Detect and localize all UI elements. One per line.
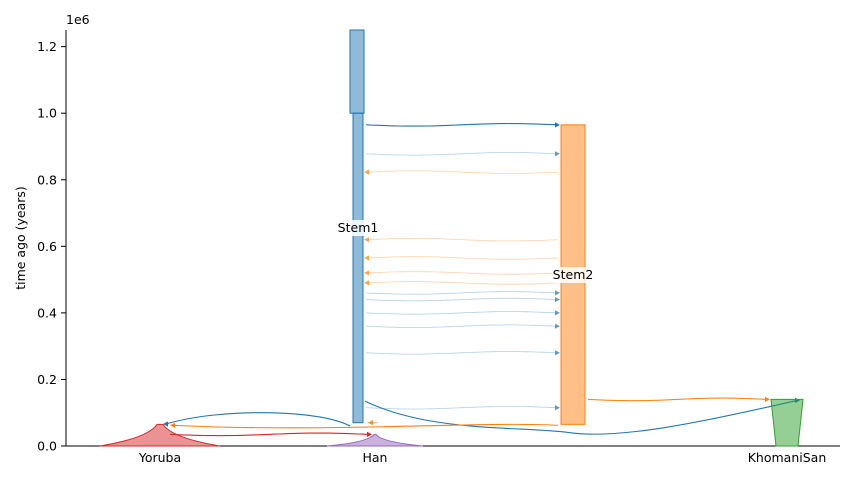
deme-yoruba — [99, 423, 221, 447]
deme-stem1-ancestral — [349, 29, 365, 114]
y-tick-label: 0.0 — [37, 439, 57, 454]
migration-arrowhead — [555, 290, 560, 296]
y-offset-label: 1e6 — [66, 12, 90, 27]
migration-stem2-stem1 — [366, 170, 559, 174]
y-tick-label: 0.4 — [37, 305, 57, 320]
migration-arrowhead — [555, 405, 560, 411]
migration-arrowhead — [368, 420, 373, 426]
migration-stem1-stem2 — [365, 324, 558, 328]
labels: Stem1 Stem2 Yoruba Han KhomaniSan — [138, 220, 826, 465]
label-stem1-bg — [337, 220, 379, 236]
demes — [99, 29, 804, 447]
migration-arrowhead — [555, 310, 560, 316]
migration-stem2-stem1 — [366, 238, 559, 242]
migration-stem2-stem1 — [366, 256, 559, 260]
migration-arrowhead — [555, 122, 560, 128]
migration-stem2-stem1 — [366, 281, 559, 285]
y-tick-label: 0.6 — [37, 239, 57, 254]
migration-stem1-stem2 — [365, 406, 558, 410]
migrations — [163, 122, 800, 437]
migration-arrowhead — [163, 421, 168, 427]
y-tick-label: 0.2 — [37, 372, 57, 387]
label-stem1: Stem1 — [338, 220, 379, 235]
migration-arrowhead — [364, 169, 369, 175]
label-stem2-bg — [552, 267, 594, 283]
x-label-han: Han — [363, 450, 388, 465]
x-label-khomanisan: KhomaniSan — [748, 450, 827, 465]
y-tick-label: 0.8 — [37, 172, 57, 187]
deme-han — [326, 433, 424, 447]
migration-arrowhead — [367, 431, 372, 437]
migration-stem1-stem2 — [365, 311, 558, 315]
migration-arrowhead — [555, 296, 560, 303]
y-axis-label: time ago (years) — [13, 186, 28, 290]
axes: 0.0 0.2 0.4 0.6 0.8 1.0 1.2 1e6 time ago (year… — [13, 12, 840, 454]
deme-khomanisan — [770, 398, 804, 447]
label-stem2: Stem2 — [553, 267, 594, 282]
migration-arrowhead — [364, 280, 369, 286]
migration-stem1-khomanisan — [364, 399, 798, 435]
migration-stem1-stem2 — [365, 297, 558, 302]
migration-stem2-stem1 — [366, 271, 559, 275]
y-tick-label: 1.0 — [37, 106, 57, 121]
migration-arrowhead — [364, 237, 369, 243]
migration-arrowhead — [364, 270, 369, 276]
migration-stem2-yoruba — [173, 423, 559, 429]
x-label-yoruba: Yoruba — [138, 450, 181, 465]
migration-arrowhead — [555, 350, 560, 356]
migration-arrowhead — [765, 396, 770, 403]
y-tick-label: 1.2 — [37, 39, 57, 54]
migration-stem1-stem2 — [365, 351, 558, 355]
migration-arrowhead — [364, 255, 369, 261]
y-ticks: 0.0 0.2 0.4 0.6 0.8 1.0 1.2 — [37, 39, 66, 454]
migration-stem1-stem2 — [365, 122, 558, 127]
migration-arrowhead — [555, 323, 560, 329]
migration-stem1-yoruba — [165, 412, 351, 427]
migration-stem1-stem2 — [365, 291, 558, 295]
migration-arrowhead — [170, 422, 175, 428]
migration-stem1-stem2 — [365, 152, 558, 156]
migration-stem2-khomanisan — [587, 397, 768, 402]
migration-yoruba-han — [169, 432, 369, 437]
migration-arrowhead — [555, 151, 560, 157]
deme-stem1 — [352, 112, 364, 424]
